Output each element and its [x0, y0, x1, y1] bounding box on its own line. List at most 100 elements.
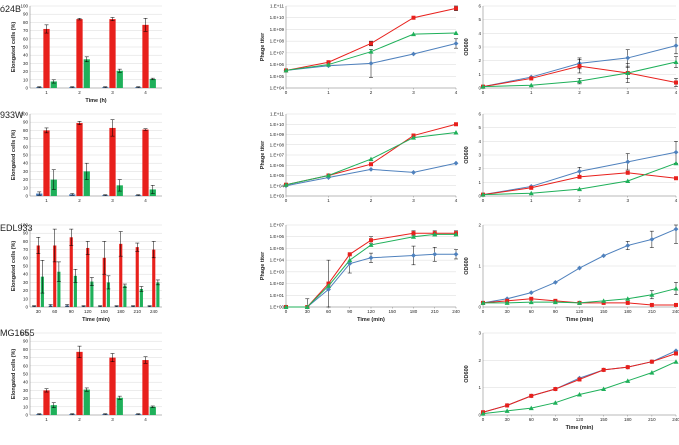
chart-phage-3: 1.E+00 1.E+01 1.E+02 1.E+03 1.E+04 1.E+05 1.E+…: [260, 223, 460, 324]
x-tick-label: 120: [576, 417, 584, 422]
y-tick-label: 50: [23, 45, 29, 50]
bar-green: [156, 282, 160, 307]
marker-square: [411, 15, 416, 20]
bar-green: [116, 397, 123, 415]
marker-square: [625, 170, 630, 175]
y-tick-label: 80: [23, 128, 29, 133]
marker-diamond: [577, 265, 582, 271]
marker-triangle: [304, 304, 310, 309]
x-tick-label: 1: [530, 90, 533, 95]
y-tick-label: 80: [23, 239, 29, 244]
strain-label-3: EDL933: [0, 223, 33, 233]
y-tick-label: 0: [478, 86, 481, 91]
strain-labels: ó24B 933W EDL933 MG1655: [0, 4, 35, 338]
y-tick-label: 1.E+04: [270, 258, 285, 263]
marker-diamond: [411, 51, 416, 57]
y-tick-label: 1.E+11: [270, 4, 285, 9]
bar-green: [57, 271, 61, 307]
y-tick-label: 1.E+03: [270, 194, 285, 199]
marker-triangle: [453, 231, 459, 237]
chart-phage-2: 1.E+03 1.E+04 1.E+05 1.E+06 1.E+07 1.E+08 1.E+…: [260, 112, 459, 203]
marker-triangle: [577, 186, 582, 192]
x-tick-label: 210: [133, 309, 141, 314]
y-tick-label: 1.E+06: [270, 62, 285, 67]
x-tick-label: 4: [144, 198, 147, 203]
x-tick-label: 2: [370, 198, 373, 203]
marker-square: [649, 359, 654, 364]
bar-red: [76, 19, 83, 88]
y-tick-label: 1: [478, 72, 481, 77]
bar-red: [43, 28, 50, 88]
marker-square: [577, 377, 582, 382]
y-tick-label: 10: [23, 185, 29, 190]
chart-od-4: 0 1 2 3 OD600 Time (min) 0 30 60 90 120 150 180 210 24…: [464, 331, 679, 432]
series-line-blue: [285, 162, 457, 187]
bar-green: [83, 389, 90, 415]
marker-diamond: [577, 169, 582, 174]
bar-red: [119, 243, 123, 307]
marker-triangle: [625, 70, 631, 75]
marker-triangle: [368, 49, 374, 54]
marker-square: [674, 176, 678, 181]
bar-red: [86, 247, 90, 307]
marker-square: [553, 387, 558, 392]
marker-diamond: [453, 41, 459, 46]
x-tick-label: 1: [45, 90, 48, 95]
y-tick-label: 90: [23, 120, 29, 125]
x-tick-label: 0: [482, 90, 485, 95]
y-tick-label: 1.E+07: [270, 50, 285, 55]
marker-diamond: [625, 243, 631, 248]
y-tick-label: 90: [23, 339, 29, 344]
marker-triangle: [673, 160, 679, 166]
marker-triangle: [432, 231, 438, 237]
bar-red: [142, 129, 149, 196]
x-axis-label: Time (h): [85, 98, 106, 104]
x-tick-label: 0: [482, 198, 485, 203]
y-tick-label: 2: [478, 58, 481, 63]
y-tick-label: 1.E+05: [270, 74, 285, 79]
x-tick-label: 90: [553, 417, 559, 422]
marker-diamond: [649, 236, 655, 242]
y-tick-label: 1.E+08: [270, 39, 285, 44]
x-tick-label: 240: [452, 309, 460, 314]
marker-square: [674, 351, 678, 356]
bar-green: [50, 405, 57, 415]
marker-diamond: [347, 261, 353, 267]
y-tick-label: 1.E+07: [270, 153, 285, 158]
marker-triangle: [368, 156, 374, 162]
y-tick-label: 1.E+09: [270, 27, 285, 32]
y-axis-label: OD600: [464, 365, 470, 382]
y-tick-label: 80: [23, 347, 29, 352]
chart-elongated-3: 0 10 20 30 40 50 60 70 80 90 100 Elongated cells (%…: [11, 223, 162, 323]
y-tick-label: 10: [23, 77, 29, 82]
x-tick-label: 180: [624, 309, 632, 314]
bar-green: [139, 288, 143, 307]
y-tick-label: 20: [23, 69, 29, 74]
bar-red: [109, 19, 116, 88]
marker-square: [347, 252, 352, 257]
y-axis-label: Elongated cells (%): [11, 241, 17, 292]
bar-red: [109, 127, 116, 196]
bar-red: [43, 130, 50, 196]
bar-green: [83, 171, 90, 196]
marker-square: [529, 185, 534, 190]
marker-triangle: [283, 67, 289, 73]
y-tick-label: 60: [23, 255, 29, 260]
y-tick-label: 1: [478, 264, 481, 269]
x-tick-label: 180: [410, 309, 418, 314]
y-tick-label: 20: [23, 396, 29, 401]
x-tick-label: 1: [45, 198, 48, 203]
bar-green: [116, 70, 123, 88]
y-tick-label: 1.E+10: [270, 122, 285, 127]
y-tick-label: 1.E+06: [270, 163, 285, 168]
marker-diamond: [453, 251, 459, 257]
x-tick-label: 2: [78, 90, 81, 95]
marker-triangle: [673, 286, 679, 291]
marker-triangle: [673, 359, 679, 364]
x-tick-label: 3: [412, 90, 415, 95]
marker-triangle: [577, 300, 582, 305]
x-tick-label: 3: [412, 198, 415, 203]
y-tick-label: 6: [478, 4, 481, 9]
